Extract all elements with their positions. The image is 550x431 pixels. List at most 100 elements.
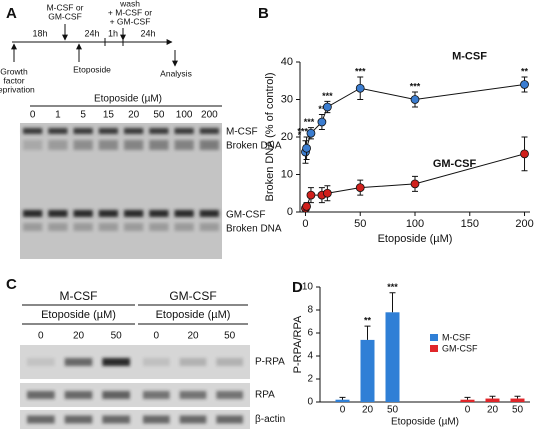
lane-label: 0 (38, 331, 44, 342)
blot-band (143, 415, 170, 424)
y-tick-label: 6 (307, 328, 313, 339)
timeline (11, 24, 178, 67)
row-label: β-actin (255, 414, 285, 425)
bar (335, 399, 350, 402)
interval-label: 18h (32, 28, 47, 38)
band-label: Broken DNA (226, 141, 282, 152)
blot-band (143, 391, 170, 399)
legend-swatch (430, 345, 438, 352)
blot-band (27, 391, 55, 399)
error-bar (389, 292, 396, 313)
y-tick-label: 0 (287, 206, 293, 218)
data-point (317, 117, 327, 127)
event-label: + M-CSF or (108, 7, 152, 17)
legend-swatch (430, 334, 438, 341)
blot-background (20, 410, 250, 429)
event-label: wash (119, 0, 140, 8)
data-point (302, 201, 311, 211)
blot-band (179, 391, 207, 399)
lane-label: 50 (153, 110, 165, 121)
legend-label: GM-CSF (442, 343, 478, 353)
significance: * (298, 130, 302, 140)
y-tick-label: 30 (281, 93, 293, 105)
interval-label: 24h (140, 28, 155, 38)
event-label: + GM-CSF (110, 16, 151, 26)
blot-band (102, 358, 130, 366)
lane-label: 20 (128, 110, 140, 121)
lane-label: 50 (224, 331, 236, 342)
gel-smear (48, 223, 68, 231)
x-tick-label: 20 (362, 405, 374, 416)
bar (460, 399, 475, 402)
significance: ** (364, 315, 372, 325)
error-bar (464, 396, 471, 400)
bar (385, 312, 400, 402)
gel-smear (48, 140, 68, 150)
interval-label: 1h (108, 28, 118, 38)
lane-label: 0 (154, 331, 160, 342)
series-label: M-CSF (452, 50, 487, 62)
event-label: Analysis (160, 68, 192, 78)
y-tick-label: 10 (281, 168, 293, 180)
gel-band (199, 128, 219, 134)
blot-band (143, 358, 170, 366)
significance: *** (355, 66, 366, 76)
gel-band (98, 128, 118, 134)
data-point (355, 83, 365, 93)
gel-band (174, 128, 194, 134)
event-label: Growth (0, 66, 28, 76)
x-tick-label: 0 (302, 218, 308, 230)
data-point (410, 179, 420, 189)
x-tick-label: 50 (387, 405, 399, 416)
blot-band (179, 358, 207, 366)
gel-band (124, 210, 144, 217)
blot-band (216, 358, 243, 366)
blot-band (102, 391, 130, 399)
western-blot: M-CSF Etoposide (µM) 0 20 50 GM-CSF Etoposide … (20, 289, 285, 429)
gel-band (23, 128, 43, 134)
significance: *** (297, 126, 308, 136)
gel-band (149, 128, 169, 134)
y-axis-label: P-RPA/RPA (292, 315, 304, 373)
blot-band (64, 358, 93, 366)
gel-smear (124, 140, 144, 150)
y-axis-label: Broken DNA (% of control) (264, 73, 276, 202)
group-label: M-CSF (60, 289, 98, 303)
data-point (306, 190, 316, 200)
gel-smear (73, 223, 93, 231)
gel-smear (23, 223, 43, 231)
lane-label: 200 (201, 110, 218, 121)
x-axis-label: Etoposide (µM) (391, 417, 459, 428)
x-axis-label: Etoposide (µM) (378, 233, 453, 245)
y-tick-label: 10 (302, 282, 314, 293)
gel-band (48, 128, 68, 134)
gel-smear (199, 140, 219, 150)
gel-band (98, 210, 118, 217)
gel-smear (73, 140, 93, 150)
error-bar (489, 395, 496, 399)
gel-smear (174, 223, 194, 231)
event-label: M-CSF or (47, 2, 84, 12)
data-point (355, 183, 365, 193)
group-label: GM-CSF (169, 289, 216, 303)
gel-smear (98, 223, 118, 231)
band-label: Broken DNA (226, 224, 282, 235)
gel-band (48, 210, 68, 217)
blot-band (27, 358, 55, 366)
error-bar (514, 395, 521, 399)
y-tick-label: 4 (307, 351, 313, 362)
significance: ** (318, 104, 326, 114)
significance: *** (387, 282, 398, 292)
band-label: M-CSF (226, 127, 258, 138)
blot-band (27, 415, 55, 424)
gel-title: Etoposide (µM) (94, 94, 162, 105)
lane-label: 1 (55, 110, 61, 121)
x-tick-label: 0 (340, 405, 346, 416)
lane-label: 50 (111, 331, 123, 342)
gel-band (23, 210, 43, 217)
x-tick-label: 20 (487, 405, 499, 416)
row-label: RPA (255, 390, 275, 401)
row-label: P-RPA (255, 357, 285, 368)
gel-band (199, 210, 219, 217)
